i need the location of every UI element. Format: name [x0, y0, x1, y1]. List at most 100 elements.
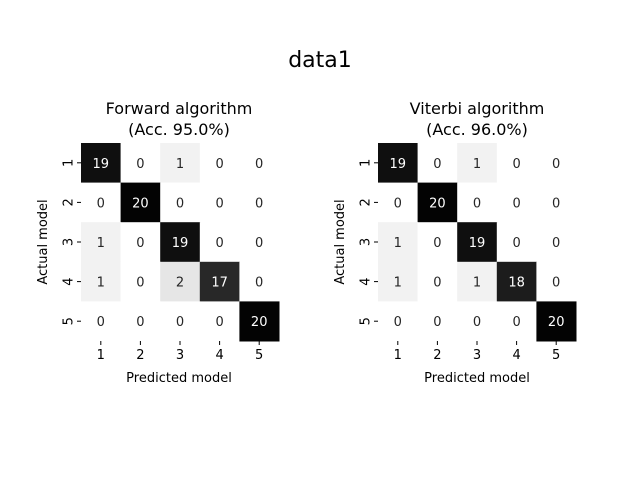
- cell-value: 0: [136, 315, 144, 330]
- heatmap-cell: [120, 222, 161, 263]
- cell-value: 0: [433, 157, 441, 172]
- heatmap-cell: [160, 301, 201, 342]
- cell-value: 20: [548, 315, 565, 330]
- panel-title-line1: Forward algorithm: [106, 99, 253, 118]
- cell-value: 0: [255, 236, 263, 251]
- heatmap-cell: [199, 301, 240, 342]
- cell-value: 18: [508, 276, 525, 291]
- cell-value: 1: [394, 276, 402, 291]
- cell-value: 0: [215, 315, 223, 330]
- x-ticks: 1 2 3 4 5: [97, 341, 263, 363]
- heatmap-cell: [81, 222, 122, 263]
- cell-value: 20: [132, 196, 149, 211]
- heatmap-cell: [378, 222, 419, 263]
- cell-value: 0: [176, 315, 184, 330]
- cell-value: 1: [97, 276, 105, 291]
- x-tick-label: 2: [433, 348, 441, 363]
- heatmap-cell: [457, 143, 498, 184]
- y-tick-label: 5: [62, 317, 77, 325]
- heatmap-cell: [239, 143, 280, 184]
- cell-value: 0: [512, 196, 520, 211]
- cell-value: 0: [433, 315, 441, 330]
- heatmap-cell: [120, 261, 161, 302]
- heatmap-cell: [160, 182, 201, 223]
- heatmap-cell: [536, 222, 577, 263]
- y-axis-label: Actual model: [36, 199, 51, 284]
- x-tick-label: 4: [215, 348, 223, 363]
- heatmap-cell: [417, 261, 458, 302]
- y-tick-label: 2: [62, 198, 77, 206]
- y-tick-label: 5: [359, 317, 374, 325]
- heatmap-cell: [199, 182, 240, 223]
- x-ticks: 1 2 3 4 5: [394, 341, 560, 363]
- y-axis-label: Actual model: [333, 199, 348, 284]
- y-tick-label: 4: [359, 277, 374, 285]
- heatmap-cell: [239, 182, 280, 223]
- cell-value: 0: [512, 315, 520, 330]
- panel-title-line1: Viterbi algorithm: [410, 99, 545, 118]
- cell-value: 1: [473, 157, 481, 172]
- heatmap-cell: [417, 301, 458, 342]
- x-tick-label: 1: [394, 348, 402, 363]
- y-tick-label: 3: [62, 238, 77, 246]
- heatmap-cell: [496, 222, 537, 263]
- heatmap-cells: 19 0 1 0 0 0 20 0 0 0 1 0 19 0 0 1 0 1 18 0 0 0 0 0 20: [378, 143, 577, 342]
- heatmap-cell: [496, 182, 537, 223]
- heatmap-cell: [417, 143, 458, 184]
- panel-title-line2: (Acc. 95.0%): [128, 120, 230, 139]
- cell-value: 0: [433, 236, 441, 251]
- heatmap-cell: [417, 222, 458, 263]
- cell-value: 19: [469, 236, 486, 251]
- cell-value: 0: [136, 236, 144, 251]
- cell-value: 0: [97, 196, 105, 211]
- heatmap-cell: [81, 261, 122, 302]
- heatmap-cell: [81, 182, 122, 223]
- x-tick-label: 3: [176, 348, 184, 363]
- y-ticks: 1 2 3 4 5: [62, 159, 81, 325]
- heatmap-cell: [536, 261, 577, 302]
- y-tick-label: 1: [62, 159, 77, 167]
- heatmap-cell: [378, 261, 419, 302]
- cell-value: 1: [97, 236, 105, 251]
- y-tick-label: 1: [359, 159, 374, 167]
- heatmap-cell: [199, 261, 240, 302]
- heatmap-cell: [160, 222, 201, 263]
- cell-value: 1: [394, 236, 402, 251]
- cell-value: 20: [251, 315, 268, 330]
- cell-value: 0: [255, 276, 263, 291]
- panel-title-line2: (Acc. 96.0%): [426, 120, 528, 139]
- cell-value: 19: [390, 157, 407, 172]
- heatmap-cell: [536, 182, 577, 223]
- x-tick-label: 1: [97, 348, 105, 363]
- heatmap-cell: [120, 301, 161, 342]
- cell-value: 0: [552, 157, 560, 172]
- heatmap-cell: [81, 301, 122, 342]
- heatmap-cell: [378, 143, 419, 184]
- heatmap-cell: [199, 222, 240, 263]
- cell-value: 19: [93, 157, 110, 172]
- cell-value: 0: [552, 196, 560, 211]
- heatmap-cell: [417, 182, 458, 223]
- cell-value: 19: [172, 236, 189, 251]
- cell-value: 0: [215, 157, 223, 172]
- heatmap-viterbi: Viterbi algorithm (Acc. 96.0%) 19 0 1 0 00 20…: [333, 99, 577, 386]
- figure-title: data1: [288, 48, 352, 73]
- y-ticks: 1 2 3 4 5: [359, 159, 378, 325]
- heatmap-cell: [536, 143, 577, 184]
- heatmap-cell: [378, 182, 419, 223]
- heatmap-cell: [457, 261, 498, 302]
- cell-value: 0: [255, 196, 263, 211]
- x-tick-label: 5: [255, 348, 263, 363]
- heatmap-cell: [239, 301, 280, 342]
- cell-value: 17: [211, 276, 228, 291]
- heatmap-cell: [160, 261, 201, 302]
- heatmap-cell: [239, 261, 280, 302]
- cell-value: 2: [176, 276, 184, 291]
- heatmap-cell: [496, 143, 537, 184]
- cell-value: 0: [136, 276, 144, 291]
- cell-value: 0: [552, 236, 560, 251]
- y-tick-label: 2: [359, 198, 374, 206]
- heatmap-cell: [199, 143, 240, 184]
- heatmap-cell: [120, 143, 161, 184]
